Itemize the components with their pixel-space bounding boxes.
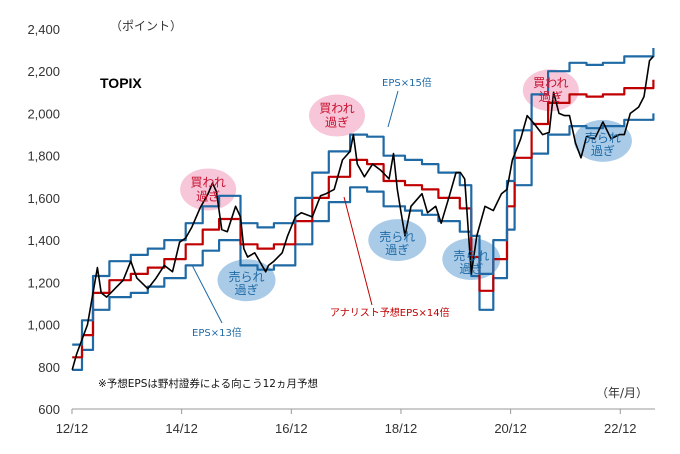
series-lines [71,48,655,371]
oversold-label: 過ぎ [385,243,409,257]
x-tick-label: 12/12 [56,421,89,436]
x-tick-label: 18/12 [385,421,418,436]
overbought-bubble [308,94,365,137]
y-tick-label: 2,400 [27,22,60,37]
oversold-bubble [368,219,427,262]
overbought-bubble [180,168,237,211]
y-tick-label: 1,000 [27,318,60,333]
footnote: ※予想EPSは野村證券による向こう12ヵ月予想 [98,377,318,390]
overbought-label: 買われ [319,102,354,116]
y-tick-label: 800 [38,360,60,375]
oversold-label: 過ぎ [591,144,615,158]
eps13-leader [191,264,223,324]
overbought-label: 過ぎ [325,116,349,130]
x-unit-label: （年/月） [596,386,648,400]
y-tick-label: 2,200 [27,64,60,79]
topix-line [71,55,654,371]
y-tick-label: 1,600 [27,191,60,206]
oversold-label: 売られ [379,229,415,244]
oversold-label: 売られ [229,269,265,284]
x-axis-ticks: 12/12 14/12 16/12 18/12 20/12 22/12 [56,409,637,436]
eps15-leader [387,90,399,128]
oversold-label: 売られ [453,248,489,263]
oversold-label: 過ぎ [235,283,259,297]
eps15-line [72,48,655,346]
overbought-label: 過ぎ [196,189,220,203]
x-tick-label: 22/12 [604,421,637,436]
y-tick-label: 2,000 [27,106,60,121]
x-tick-label: 20/12 [494,421,527,436]
y-unit-label: （ポイント） [110,19,182,33]
x-tick-label: 16/12 [275,421,308,436]
chart-title: TOPIX [100,75,142,91]
eps15-label: EPS×15倍 [382,76,432,89]
x-tick-label: 14/12 [165,421,198,436]
oversold-label: 過ぎ [459,262,483,276]
eps14-leader [343,196,373,306]
oversold-label: 売られ [585,130,621,145]
y-tick-label: 600 [38,402,60,417]
y-tick-label: 1,400 [27,233,60,248]
eps14-label: アナリスト予想EPS×14倍 [330,306,450,319]
eps13-line [72,113,655,371]
y-axis-ticks: 600 800 1,000 1,200 1,400 1,600 1,800 2,000 2,20… [27,22,60,417]
oversold-bubble [573,119,632,162]
y-tick-label: 1,200 [27,275,60,290]
y-tick-label: 1,800 [27,149,60,164]
overbought-label: 買われ [190,175,225,189]
overbought-bubble [522,69,579,112]
eps13-label: EPS×13倍 [192,326,242,339]
overbought-label: 過ぎ [539,90,563,104]
overbought-label: 買われ [533,76,568,90]
